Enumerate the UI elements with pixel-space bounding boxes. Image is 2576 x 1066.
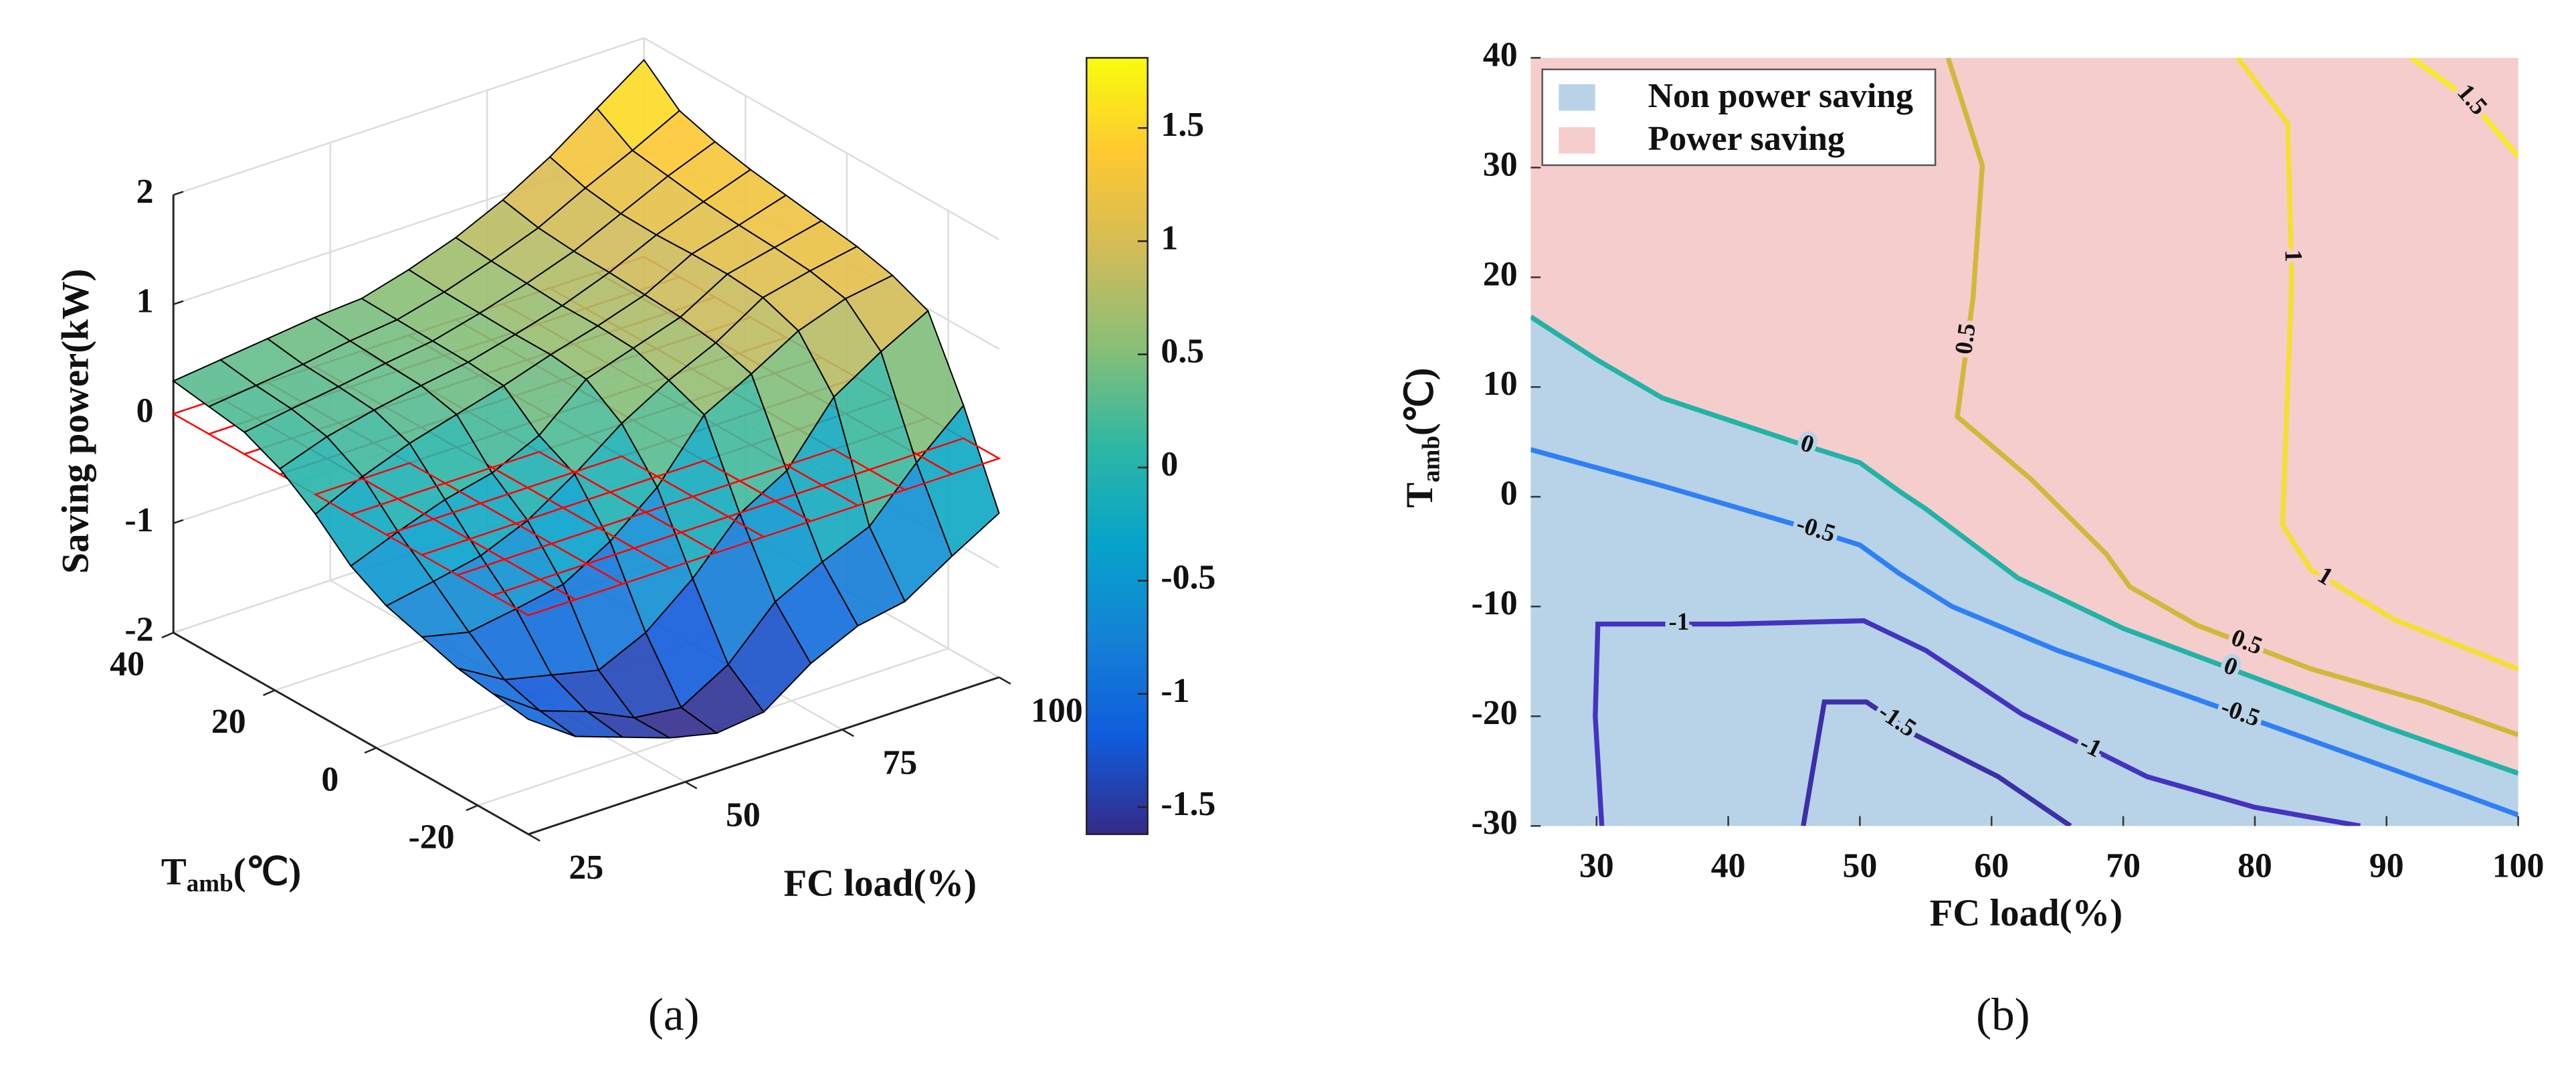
contour-line: [2236, 58, 2518, 672]
y-tick-label: 30: [1483, 145, 1518, 183]
contour-line: [1593, 618, 2361, 826]
x-tick-label: 80: [2238, 847, 2272, 885]
tick: [684, 781, 698, 790]
grid-line: [173, 37, 645, 196]
axis-label: Tamb(℃): [161, 851, 301, 897]
colorbar-tick-label: -1: [1161, 672, 1189, 710]
colorbar-tick-label: -1.5: [1161, 785, 1215, 823]
legend: [1541, 68, 1937, 167]
x-tick-label: 60: [1974, 847, 2009, 885]
tick: [263, 689, 276, 697]
legend-label: Power saving: [1648, 120, 1845, 158]
y-tick-label: 10: [1483, 365, 1518, 403]
contour-line: [2410, 58, 2518, 159]
y-tick-label: 40: [1483, 35, 1518, 74]
colorbar-tick-label: 0: [1161, 446, 1178, 484]
colorbar-tick-label: -0.5: [1161, 559, 1215, 597]
contour-line: [1801, 699, 2072, 826]
legend-swatch: [1559, 84, 1595, 111]
region: [1530, 317, 2518, 826]
contour-line: [1945, 58, 2518, 737]
axis-label-part: (℃): [233, 851, 302, 893]
y-tick-label: -20: [408, 818, 454, 856]
x-tick-label: 90: [2369, 847, 2404, 885]
y-tick-label: 20: [1483, 255, 1518, 293]
colorbar-tick-label: 0.5: [1161, 332, 1204, 370]
surface-patch: [492, 693, 576, 737]
tick: [998, 677, 1011, 685]
contour-line: [1530, 315, 2518, 776]
x-axis-label: FC load(%): [1930, 892, 2123, 934]
colorbar-tick-label: 1.5: [1161, 106, 1204, 144]
y-tick-label: 20: [211, 703, 246, 741]
y-tick-label: -30: [1472, 804, 1518, 842]
tick: [466, 804, 478, 812]
legend-label: Non power saving: [1648, 77, 1914, 115]
tick: [173, 191, 184, 196]
x-tick-label: 70: [2106, 847, 2141, 885]
tick: [161, 632, 174, 639]
axis-label-part: amb: [1417, 436, 1445, 482]
tick: [173, 519, 184, 525]
caption: (b): [1976, 988, 2030, 1040]
x-tick-label: 50: [1843, 847, 1878, 885]
y-tick-label: -20: [1472, 694, 1518, 732]
x-tick-label: 30: [1579, 847, 1614, 885]
caption: (a): [648, 988, 700, 1040]
axis-label-part: T: [1399, 482, 1441, 508]
x-tick-label: 25: [569, 849, 603, 887]
y-tick-label: 0: [1500, 474, 1518, 513]
z-tick-label: -1: [124, 501, 153, 539]
tick: [841, 729, 854, 737]
axis-label-part: T: [161, 851, 187, 893]
colorbar-tick-label: 1: [1161, 219, 1178, 257]
tick: [173, 300, 184, 306]
contour-label: 0.5: [1950, 322, 1981, 356]
legend-swatch: [1559, 127, 1595, 154]
axis-label-part: amb: [187, 870, 233, 897]
axis-label: Tamb(℃): [1399, 367, 1445, 507]
contour-line: [1530, 447, 2518, 818]
z-tick-label: 1: [136, 282, 154, 321]
y-tick-label: 40: [110, 645, 144, 683]
z-tick-label: -2: [124, 610, 153, 648]
z-axis-label: Saving power(kW): [55, 269, 97, 574]
grid-line: [643, 37, 1000, 241]
x-tick-label: 75: [882, 744, 917, 782]
x-tick-label: 100: [1031, 691, 1083, 729]
axis-label-part: (℃): [1399, 367, 1441, 436]
contour-label: 1: [2279, 250, 2306, 263]
z-tick-label: 2: [136, 173, 154, 211]
reference-plane-cell: [490, 578, 578, 616]
z-tick-label: 0: [136, 391, 154, 430]
tick: [528, 833, 540, 842]
y-tick-label: 0: [321, 760, 338, 798]
contour-label: -1: [1668, 608, 1689, 636]
colorbar: [1086, 57, 1149, 835]
y-tick-label: -10: [1472, 584, 1518, 622]
x-tick-label: 100: [2492, 847, 2545, 885]
x-axis-label: FC load(%): [783, 863, 977, 905]
x-tick-label: 40: [1711, 847, 1746, 885]
tick: [364, 747, 377, 754]
x-tick-label: 50: [726, 796, 761, 834]
